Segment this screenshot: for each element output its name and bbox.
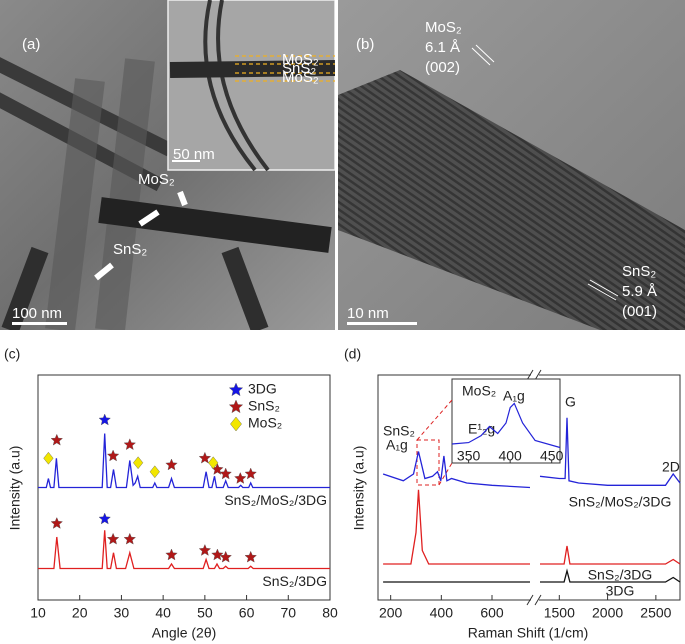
x-tick-label: 70 bbox=[280, 605, 296, 621]
sns2-label: SnS₂ bbox=[622, 263, 656, 280]
legend-symbol bbox=[228, 382, 244, 397]
inset-scale-label: 50 nm bbox=[173, 146, 215, 163]
legend-label: SnS₂ bbox=[248, 398, 280, 414]
inset-layer: MoS₂ bbox=[282, 51, 319, 68]
phase-marker bbox=[244, 550, 257, 563]
tem-image-b bbox=[338, 0, 685, 330]
x-tick-label: 30 bbox=[114, 605, 130, 621]
plot-frame bbox=[377, 374, 681, 601]
phase-marker bbox=[98, 512, 111, 525]
x-tick-label: 600 bbox=[480, 605, 504, 621]
inset-tick-label: 450 bbox=[540, 448, 564, 464]
y-axis-label: Intensity (a.u) bbox=[7, 446, 23, 531]
x-tick-label: 200 bbox=[379, 605, 403, 621]
phase-marker bbox=[106, 532, 120, 545]
panel-label: (c) bbox=[4, 346, 20, 362]
panel-label: (a) bbox=[22, 36, 40, 53]
sns2-label: SnS₂ bbox=[113, 241, 147, 258]
legend-symbol bbox=[230, 416, 242, 432]
x-tick-label: 50 bbox=[197, 605, 213, 621]
x-tick-label: 40 bbox=[155, 605, 171, 621]
phase-marker bbox=[123, 438, 137, 451]
phase-marker bbox=[219, 467, 232, 480]
x-tick-label: 2000 bbox=[592, 605, 623, 621]
phase-marker bbox=[198, 451, 212, 464]
panel-label: (b) bbox=[356, 36, 374, 53]
x-tick-label: 400 bbox=[430, 605, 454, 621]
inset-highlight bbox=[416, 439, 440, 486]
phase-marker bbox=[234, 471, 247, 484]
phase-marker bbox=[50, 433, 64, 446]
series-label: 3DG bbox=[606, 583, 635, 599]
inset-line bbox=[451, 402, 561, 449]
axis-break bbox=[531, 370, 539, 605]
annotation: A₁g bbox=[386, 437, 408, 453]
phase-marker bbox=[50, 516, 64, 529]
spectrum-line bbox=[382, 417, 681, 489]
phase-marker bbox=[106, 449, 120, 462]
tem-image-a bbox=[0, 0, 335, 330]
inset-layer: MoS₂ bbox=[282, 69, 319, 86]
mos2-label: MoS₂ bbox=[425, 19, 462, 36]
legend-symbol bbox=[228, 399, 244, 414]
series-label: SnS₂/3DG bbox=[588, 567, 653, 583]
inset-tick-label: 400 bbox=[498, 448, 522, 464]
series-label: SnS₂/3DG bbox=[262, 573, 327, 589]
phase-marker bbox=[211, 548, 224, 561]
scale-label: 10 nm bbox=[347, 305, 389, 322]
inset-label: E¹₂g bbox=[468, 421, 495, 437]
phase-marker bbox=[133, 456, 144, 470]
annotation: SnS₂ bbox=[383, 423, 415, 439]
phase-marker bbox=[165, 548, 178, 561]
y-axis-label: Intensity (a.u) bbox=[351, 446, 367, 531]
phase-marker bbox=[43, 451, 54, 465]
legend-label: MoS₂ bbox=[248, 415, 282, 431]
plane-label: (001) bbox=[622, 303, 657, 320]
spectrum-line bbox=[38, 433, 330, 489]
phase-marker bbox=[149, 465, 160, 479]
annotation: G bbox=[565, 394, 576, 410]
spectrum-line bbox=[38, 530, 330, 570]
inset-layer: SnS₂ bbox=[282, 60, 316, 77]
scale-label: 100 nm bbox=[12, 305, 62, 322]
series-label: SnS₂/MoS₂/3DG bbox=[569, 494, 672, 510]
x-tick-label: 80 bbox=[322, 605, 338, 621]
inset-connector bbox=[416, 399, 453, 486]
x-tick-label: 60 bbox=[239, 605, 255, 621]
panel-label: (d) bbox=[344, 346, 361, 362]
spacing-label: 5.9 Å bbox=[622, 283, 657, 300]
plane-label: (002) bbox=[425, 59, 460, 76]
axis-break bbox=[526, 369, 542, 606]
mos2-label: MoS₂ bbox=[138, 171, 175, 188]
inset-title: MoS₂ bbox=[462, 383, 496, 399]
phase-marker bbox=[165, 458, 178, 471]
x-axis-label: Angle (2θ) bbox=[152, 625, 217, 641]
x-tick-label: 20 bbox=[72, 605, 88, 621]
phase-marker bbox=[219, 550, 232, 563]
x-tick-label: 10 bbox=[30, 605, 46, 621]
x-tick-label: 2500 bbox=[640, 605, 671, 621]
phase-marker bbox=[198, 543, 212, 556]
phase-marker bbox=[208, 456, 219, 470]
inset-label: A₁g bbox=[503, 388, 525, 404]
phase-marker bbox=[244, 467, 257, 480]
spectrum-line bbox=[383, 568, 681, 583]
spacing-label: 6.1 Å bbox=[425, 39, 460, 56]
phase-marker bbox=[98, 413, 111, 426]
phase-marker bbox=[123, 532, 137, 545]
legend-label: 3DG bbox=[248, 381, 277, 397]
annotation: 2D bbox=[662, 459, 680, 475]
inset-tick-label: 350 bbox=[457, 448, 481, 464]
series-label: SnS₂/MoS₂/3DG bbox=[224, 492, 327, 508]
spectrum-line bbox=[383, 489, 681, 565]
x-axis-label: Raman Shift (1/cm) bbox=[468, 625, 589, 641]
x-tick-label: 1500 bbox=[544, 605, 575, 621]
